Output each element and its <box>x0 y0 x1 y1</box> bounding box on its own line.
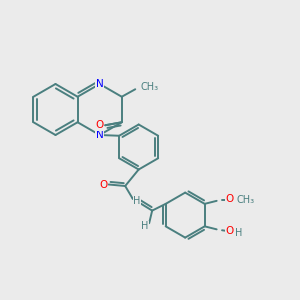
Text: CH₃: CH₃ <box>141 82 159 92</box>
Text: N: N <box>96 130 104 140</box>
Text: N: N <box>96 79 104 89</box>
Text: O: O <box>226 194 234 204</box>
Text: H: H <box>141 221 148 231</box>
Text: O: O <box>96 120 104 130</box>
Text: H: H <box>235 228 243 238</box>
Text: H: H <box>133 196 141 206</box>
Text: CH₃: CH₃ <box>236 195 254 205</box>
Text: O: O <box>225 226 233 236</box>
Text: O: O <box>99 179 107 190</box>
